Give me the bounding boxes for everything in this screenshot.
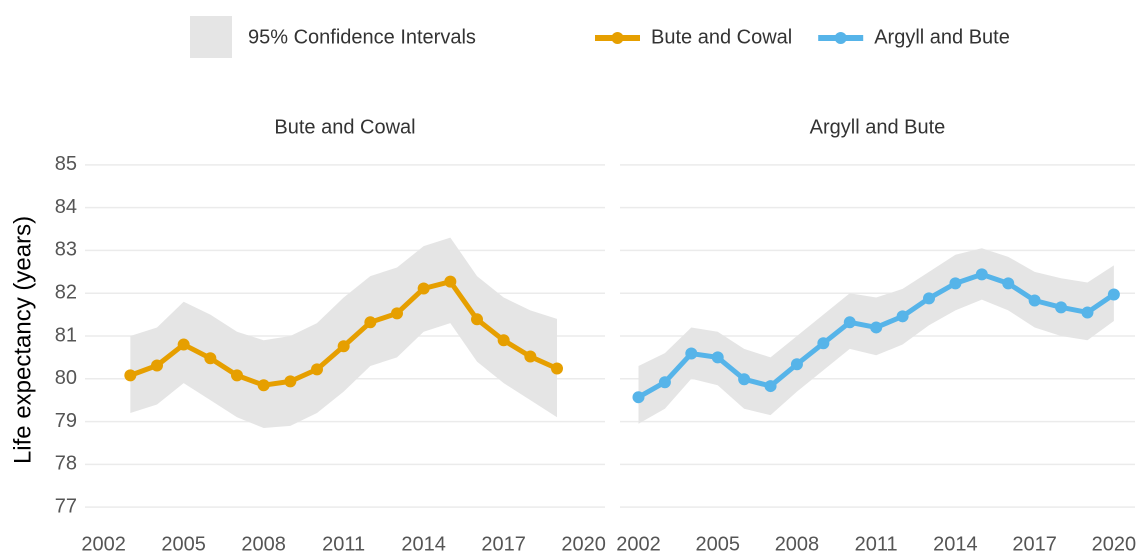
series-point bbox=[685, 347, 698, 360]
legend-label: 95% Confidence Intervals bbox=[248, 26, 476, 48]
x-tick-label: 2020 bbox=[561, 533, 606, 555]
legend-dot bbox=[611, 32, 624, 44]
confidence-band bbox=[638, 248, 1114, 424]
y-axis-label: Life expectancy (years) bbox=[9, 216, 36, 464]
y-tick-label: 77 bbox=[55, 495, 77, 517]
x-tick-label: 2008 bbox=[775, 533, 820, 555]
y-tick-label: 84 bbox=[55, 196, 77, 218]
x-tick-label: 2008 bbox=[241, 533, 286, 555]
series-point bbox=[444, 275, 457, 288]
legend-label: Argyll and Bute bbox=[874, 26, 1010, 48]
y-tick-label: 80 bbox=[55, 367, 77, 389]
series-point bbox=[471, 313, 483, 326]
legend-dot bbox=[834, 32, 847, 44]
y-tick-label: 81 bbox=[55, 324, 77, 346]
series-point bbox=[975, 268, 988, 281]
series-point bbox=[151, 359, 163, 372]
series-point bbox=[1081, 306, 1094, 319]
series-point bbox=[337, 340, 350, 353]
x-tick-label: 2014 bbox=[933, 533, 978, 555]
series-point bbox=[284, 375, 297, 388]
y-tick-label: 79 bbox=[55, 410, 77, 432]
legend-band-swatch bbox=[190, 16, 232, 58]
series-point bbox=[311, 363, 323, 376]
series-point bbox=[417, 282, 430, 295]
series-point bbox=[497, 334, 510, 347]
series-point bbox=[632, 391, 645, 404]
series-point bbox=[551, 362, 563, 375]
series-point bbox=[177, 338, 190, 351]
series-point bbox=[790, 358, 803, 371]
x-tick-label: 2017 bbox=[1012, 533, 1057, 555]
series-point bbox=[711, 351, 724, 364]
y-tick-label: 85 bbox=[55, 153, 77, 175]
panel-title: Bute and Cowal bbox=[274, 116, 415, 138]
series-point bbox=[1055, 301, 1068, 314]
x-tick-label: 2014 bbox=[401, 533, 446, 555]
series-point bbox=[738, 373, 751, 386]
y-tick-label: 82 bbox=[55, 281, 77, 303]
x-tick-label: 2002 bbox=[616, 533, 661, 555]
x-tick-label: 2011 bbox=[855, 533, 898, 555]
legend-label: Bute and Cowal bbox=[651, 26, 792, 48]
series-point bbox=[817, 337, 830, 350]
series-point bbox=[1028, 294, 1041, 307]
series-point bbox=[1107, 288, 1120, 301]
series-point bbox=[843, 316, 856, 329]
x-tick-label: 2017 bbox=[481, 533, 526, 555]
series-point bbox=[524, 350, 537, 363]
series-point bbox=[896, 310, 909, 323]
x-tick-label: 2011 bbox=[322, 533, 365, 555]
x-tick-label: 2020 bbox=[1092, 533, 1137, 555]
series-point bbox=[364, 316, 377, 329]
x-tick-label: 2005 bbox=[161, 533, 206, 555]
panel-title: Argyll and Bute bbox=[810, 116, 946, 138]
y-tick-label: 78 bbox=[55, 453, 77, 475]
series-point bbox=[923, 292, 935, 305]
series-point bbox=[764, 380, 777, 393]
series-point bbox=[870, 321, 883, 334]
series-point bbox=[949, 277, 962, 290]
series-point bbox=[231, 369, 243, 382]
series-point bbox=[204, 352, 217, 365]
series-point bbox=[1002, 277, 1015, 290]
series-point bbox=[124, 369, 137, 382]
x-tick-label: 2005 bbox=[695, 533, 740, 555]
y-tick-label: 83 bbox=[55, 239, 77, 261]
x-tick-label: 2002 bbox=[81, 533, 126, 555]
series-point bbox=[257, 379, 270, 392]
series-point bbox=[658, 376, 671, 389]
series-point bbox=[391, 307, 403, 320]
